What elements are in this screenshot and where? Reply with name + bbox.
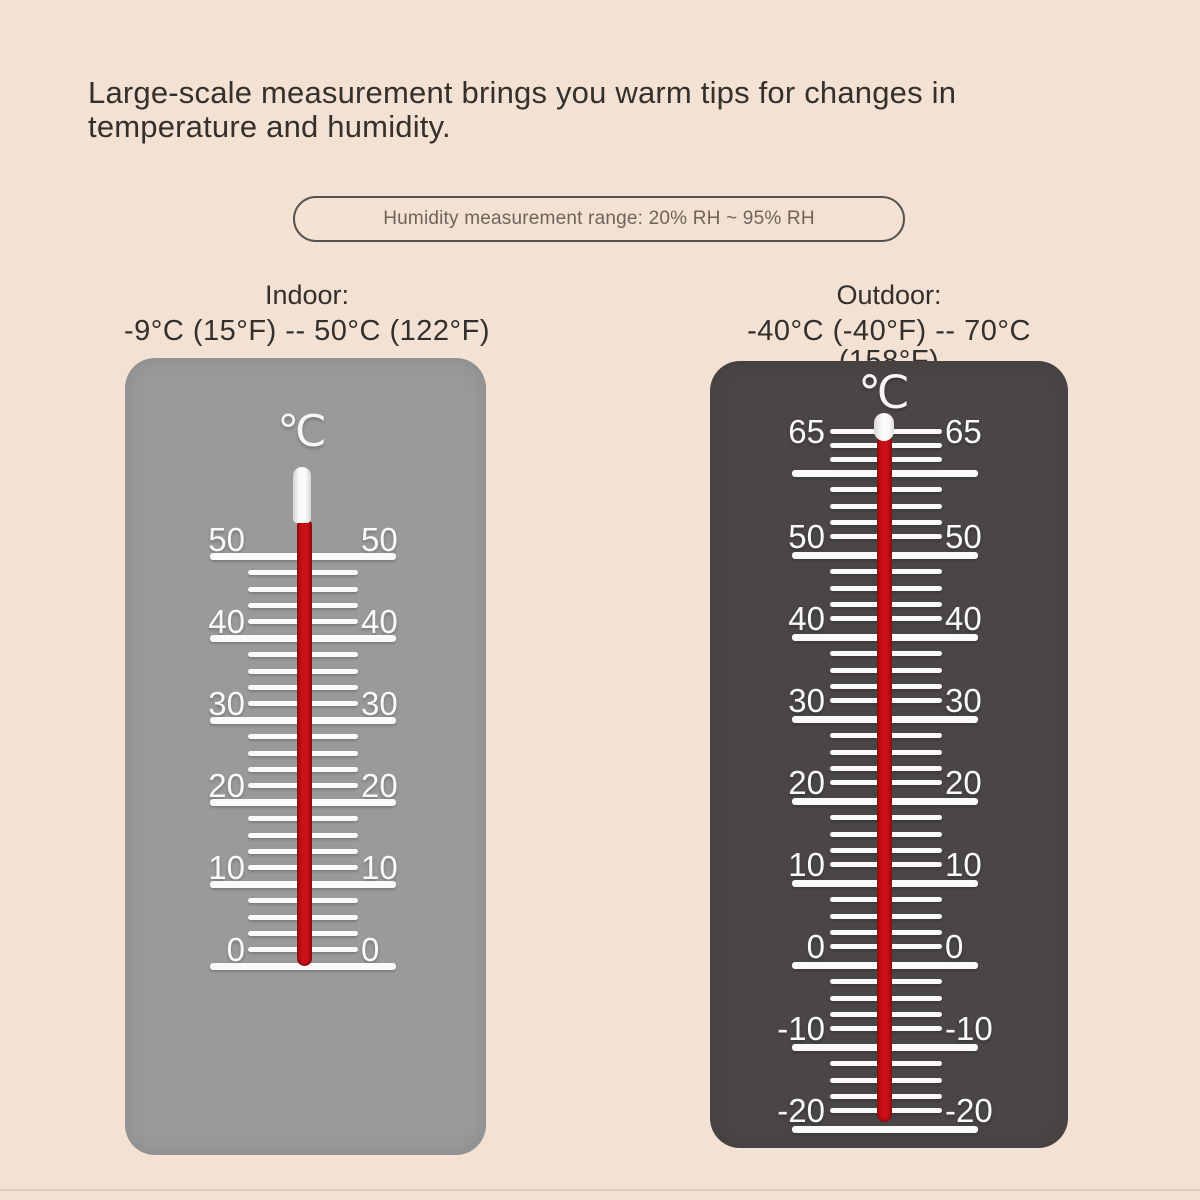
photo-edge-line bbox=[0, 1189, 1200, 1191]
indoor-title: Indoor: bbox=[264, 280, 350, 310]
scale-label-right: -10 bbox=[945, 1010, 993, 1047]
scale-label-left: 30 bbox=[788, 682, 825, 719]
scale-label-right: 20 bbox=[945, 764, 982, 801]
scale-label-left: -10 bbox=[777, 1010, 825, 1047]
scale-label-right: 40 bbox=[361, 603, 398, 640]
scale-label-left: 50 bbox=[788, 518, 825, 555]
mercury-column bbox=[877, 431, 892, 1122]
scale-label-right: 30 bbox=[945, 682, 982, 719]
tick-major bbox=[792, 1125, 978, 1133]
scale-label-left: 50 bbox=[208, 521, 245, 558]
scale-label-left: 40 bbox=[208, 603, 245, 640]
scale-label-left: 30 bbox=[208, 685, 245, 722]
scale-label-right: 50 bbox=[361, 521, 398, 558]
scale-label-left: 10 bbox=[208, 849, 245, 886]
indoor-header: Indoor: -9°C (15°F) -- 50°C (122°F) bbox=[117, 281, 497, 346]
indoor-thermometer: ℃ 50 50 40 40 30 30 20 20 10 10 0 0 bbox=[125, 358, 486, 1155]
scale-label-left: 10 bbox=[788, 846, 825, 883]
scale-label-left: 20 bbox=[788, 764, 825, 801]
humidity-range-pill: Humidity measurement range: 20% RH ~ 95%… bbox=[293, 196, 905, 242]
outdoor-title: Outdoor: bbox=[836, 280, 942, 310]
celsius-unit-symbol: ℃ bbox=[858, 366, 910, 418]
scale-label-left: 0 bbox=[226, 931, 245, 968]
celsius-unit-symbol: ℃ bbox=[277, 407, 327, 456]
scale-label-left: 65 bbox=[788, 413, 825, 450]
glass-tube-top bbox=[293, 467, 311, 523]
outdoor-thermometer: ℃ 65 65 50 50 40 40 30 30 20 20 10 10 0 0 -10 -10 -20 -20 bbox=[710, 361, 1068, 1148]
scale-label-left: 20 bbox=[208, 767, 245, 804]
scale-label-right: 10 bbox=[945, 846, 982, 883]
scale-label-right: 40 bbox=[945, 600, 982, 637]
humidity-range-text: Humidity measurement range: 20% RH ~ 95%… bbox=[383, 208, 815, 229]
scale-label-left: 0 bbox=[806, 928, 825, 965]
scale-label-left: 40 bbox=[788, 600, 825, 637]
scale-label-right: 0 bbox=[361, 931, 380, 968]
scale-label-left: -20 bbox=[777, 1092, 825, 1129]
scale-label-right: -20 bbox=[945, 1092, 993, 1129]
scale-label-right: 30 bbox=[361, 685, 398, 722]
headline: Large-scale measurement brings you warm … bbox=[88, 75, 957, 144]
mercury-column bbox=[297, 518, 312, 966]
scale-label-right: 0 bbox=[945, 928, 964, 965]
tick-major bbox=[210, 962, 396, 970]
indoor-temperature-range: -9°C (15°F) -- 50°C (122°F) bbox=[123, 315, 491, 347]
scale-label-right: 65 bbox=[945, 413, 982, 450]
scale-label-right: 10 bbox=[361, 849, 398, 886]
scale-label-right: 20 bbox=[361, 767, 398, 804]
scale-label-right: 50 bbox=[945, 518, 982, 555]
mercury-top-cap bbox=[874, 413, 894, 441]
